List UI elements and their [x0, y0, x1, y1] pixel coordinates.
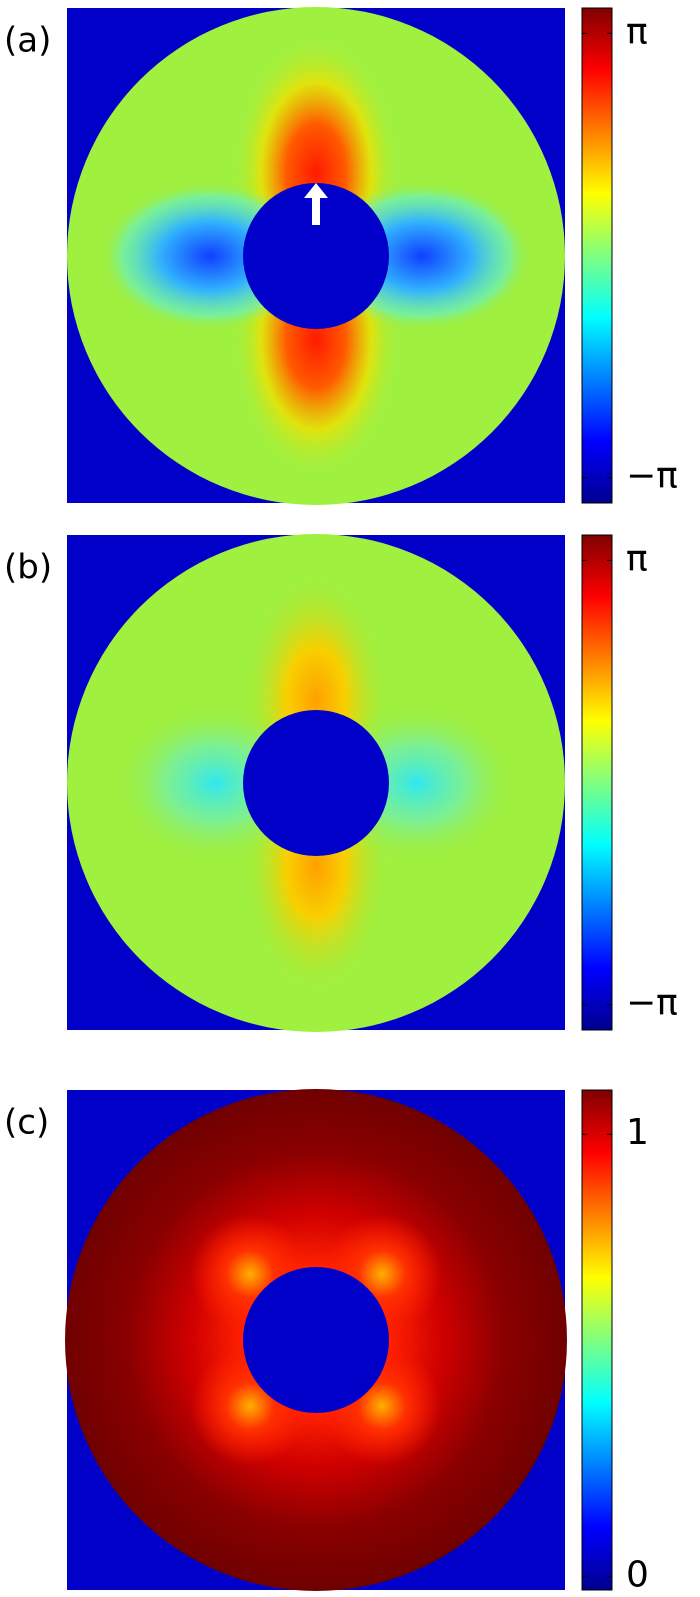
panel-b [67, 534, 565, 1032]
hole [243, 1267, 389, 1413]
colorbar-panel: π −π [581, 7, 678, 504]
colorbar [581, 534, 613, 1031]
arrow [304, 183, 328, 225]
hole [243, 710, 389, 856]
tick-label: π [626, 538, 648, 579]
panel-a [67, 7, 565, 505]
colorbar-panel: π −π [581, 534, 678, 1031]
tick-label: −π [626, 456, 678, 497]
colorbar [581, 7, 613, 504]
panel-label: (a) [4, 21, 51, 61]
tick-label: 0 [626, 1555, 649, 1596]
panel-label: (b) [4, 548, 52, 588]
panel-label: (c) [4, 1103, 49, 1143]
hole [243, 183, 389, 329]
tick-label: −π [626, 983, 678, 1024]
colorbar [581, 1089, 613, 1591]
panel-c [65, 1089, 567, 1591]
tick-label: π [626, 11, 648, 52]
tick-label: 1 [626, 1112, 649, 1153]
colorbar-panel: 10 [581, 1089, 649, 1596]
